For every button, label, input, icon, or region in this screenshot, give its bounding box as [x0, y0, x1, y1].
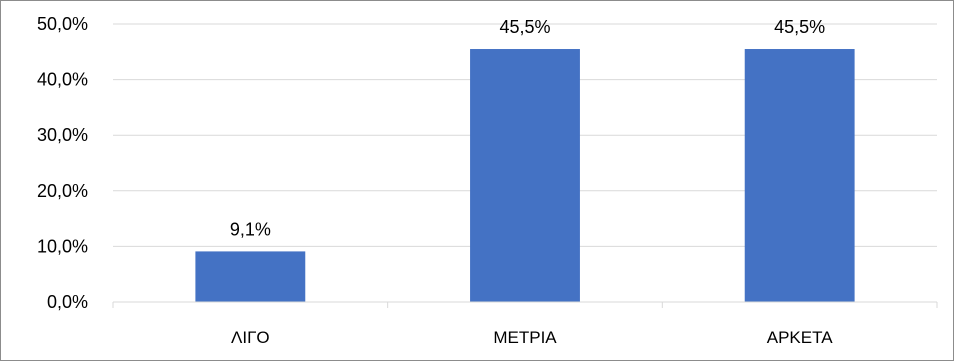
y-axis: 0,0% 10,0% 20,0% 30,0% 40,0% 50,0%: [37, 14, 88, 312]
bars: 9,1% 45,5% 45,5%: [195, 17, 855, 302]
y-tick-label: 10,0%: [37, 236, 88, 256]
y-tick-label: 40,0%: [37, 70, 88, 90]
bar: [744, 49, 855, 302]
y-tick-label: 50,0%: [37, 14, 88, 34]
x-tick-label: ΑΡΚΕΤΑ: [767, 328, 833, 347]
bar: [195, 251, 306, 302]
x-tick-label: ΛΙΓΟ: [231, 328, 270, 347]
y-tick-label: 30,0%: [37, 125, 88, 145]
x-axis: ΛΙΓΟ ΜΕΤΡΙΑ ΑΡΚΕΤΑ: [112, 301, 938, 347]
y-tick-label: 0,0%: [47, 292, 88, 312]
data-label: 9,1%: [230, 219, 271, 239]
data-label: 45,5%: [499, 17, 550, 37]
bar: [470, 49, 580, 302]
x-tick-label: ΜΕΤΡΙΑ: [493, 328, 557, 347]
data-label: 45,5%: [774, 17, 825, 37]
y-tick-label: 20,0%: [37, 181, 88, 201]
